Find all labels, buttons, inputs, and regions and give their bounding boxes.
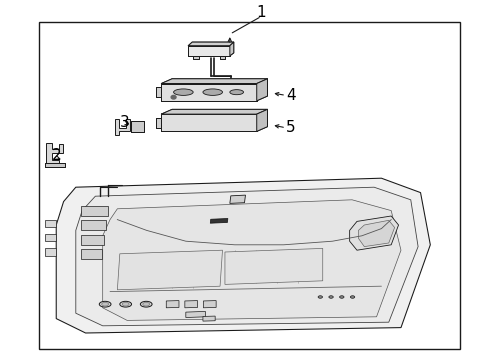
- Polygon shape: [117, 250, 222, 290]
- Polygon shape: [219, 56, 225, 59]
- Polygon shape: [256, 79, 267, 101]
- Polygon shape: [185, 311, 205, 318]
- Polygon shape: [161, 114, 256, 131]
- Polygon shape: [210, 219, 227, 223]
- Ellipse shape: [203, 89, 222, 95]
- Polygon shape: [81, 206, 107, 216]
- Text: 5: 5: [285, 120, 295, 135]
- Ellipse shape: [142, 302, 149, 306]
- Polygon shape: [224, 88, 243, 92]
- Text: 4: 4: [285, 88, 295, 103]
- Polygon shape: [45, 163, 65, 167]
- Ellipse shape: [99, 301, 111, 307]
- Polygon shape: [184, 301, 197, 308]
- Polygon shape: [358, 220, 394, 247]
- Polygon shape: [229, 42, 233, 56]
- Polygon shape: [156, 87, 161, 97]
- Polygon shape: [192, 56, 198, 59]
- Polygon shape: [81, 235, 103, 245]
- Polygon shape: [224, 248, 322, 284]
- Polygon shape: [56, 178, 429, 333]
- Ellipse shape: [122, 302, 129, 306]
- Polygon shape: [166, 301, 179, 308]
- Polygon shape: [45, 234, 56, 241]
- Polygon shape: [203, 316, 215, 321]
- Ellipse shape: [318, 296, 322, 298]
- Polygon shape: [115, 119, 129, 135]
- Polygon shape: [46, 143, 63, 163]
- Polygon shape: [130, 121, 144, 132]
- Polygon shape: [156, 118, 161, 128]
- Ellipse shape: [339, 296, 344, 298]
- Polygon shape: [229, 195, 245, 203]
- Polygon shape: [161, 84, 256, 101]
- Text: 1: 1: [256, 5, 266, 20]
- Ellipse shape: [140, 301, 152, 307]
- Polygon shape: [161, 109, 267, 114]
- Polygon shape: [188, 42, 233, 46]
- Polygon shape: [102, 200, 400, 320]
- Polygon shape: [161, 79, 267, 84]
- Text: 2: 2: [51, 148, 61, 163]
- Ellipse shape: [328, 296, 333, 298]
- Polygon shape: [76, 187, 417, 326]
- Polygon shape: [45, 220, 56, 227]
- Ellipse shape: [102, 302, 108, 306]
- Ellipse shape: [173, 89, 193, 95]
- Polygon shape: [188, 46, 229, 56]
- Ellipse shape: [350, 296, 354, 298]
- Circle shape: [171, 95, 176, 99]
- Polygon shape: [81, 220, 105, 230]
- Polygon shape: [203, 301, 216, 308]
- Polygon shape: [256, 109, 267, 131]
- Text: 3: 3: [120, 115, 129, 130]
- Bar: [39, 22, 459, 349]
- Ellipse shape: [120, 301, 131, 307]
- Polygon shape: [45, 248, 56, 256]
- Ellipse shape: [229, 90, 243, 95]
- Polygon shape: [81, 249, 102, 259]
- Polygon shape: [349, 216, 398, 250]
